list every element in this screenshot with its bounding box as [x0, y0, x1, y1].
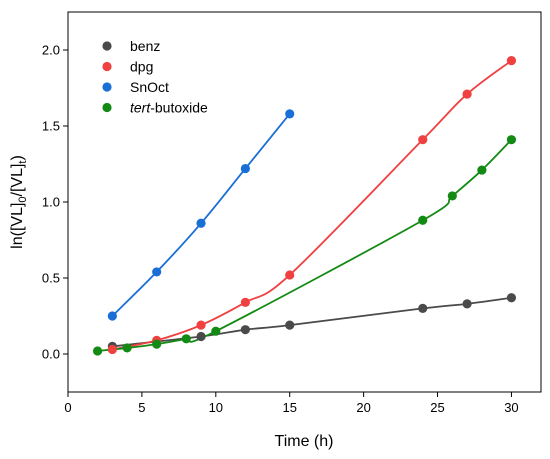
legend-marker-tert-butoxide: [102, 102, 112, 113]
data-point-benz: [240, 325, 250, 335]
x-tick-label: 10: [209, 400, 223, 415]
data-point-benz: [196, 331, 206, 342]
legend-marker-snoct: [102, 82, 112, 92]
data-point-tert-butoxide: [447, 191, 457, 201]
y-axis-title-mid: /[VL]: [9, 164, 26, 197]
legend-label-tert-butoxide: tert-butoxide: [130, 100, 208, 116]
y-axis-title: ln([VL]0/[VL]t): [9, 155, 29, 249]
y-tick-label: 1.0: [42, 195, 60, 210]
data-point-dpg: [506, 56, 517, 66]
x-tick-label: 5: [138, 400, 145, 415]
data-point-dpg: [107, 344, 117, 355]
data-point-snoct: [196, 218, 206, 228]
legend-label-rest: -butoxide: [150, 100, 208, 116]
x-axis-ticks: 0 5 10 15 20 25 30: [64, 392, 519, 415]
data-point-tert-butoxide: [122, 343, 132, 353]
legend-label-italic: tert: [130, 100, 151, 116]
y-axis-title-subt: t: [17, 160, 29, 163]
data-point-benz: [285, 320, 295, 330]
legend-label-benz: benz: [130, 38, 160, 54]
legend-label-dpg: dpg: [130, 59, 153, 75]
y-axis-title-sub0: 0: [17, 196, 29, 202]
data-point-tert-butoxide: [211, 326, 221, 336]
chart-legend: benz dpg SnOct tert-butoxide: [102, 38, 208, 116]
data-point-benz: [506, 293, 517, 303]
plot-marks: [92, 56, 517, 356]
x-tick-label: 30: [504, 400, 518, 415]
data-point-tert-butoxide: [477, 165, 487, 175]
series-line-dpg: [112, 59, 512, 351]
series-line-snoct: [111, 113, 291, 317]
x-axis-title: Time (h): [275, 433, 334, 450]
data-point-snoct: [285, 109, 295, 119]
x-tick-label: 20: [356, 400, 370, 415]
y-tick-label: 0.0: [42, 347, 60, 362]
y-tick-label: 0.5: [42, 271, 60, 286]
legend-marker-dpg: [102, 61, 112, 72]
data-point-dpg: [196, 320, 206, 330]
data-point-dpg: [285, 270, 295, 280]
data-point-benz: [418, 303, 428, 313]
data-point-snoct: [107, 311, 117, 321]
data-point-tert-butoxide: [418, 215, 428, 225]
series-line-tert-butoxide: [97, 139, 513, 352]
legend-label-snoct: SnOct: [130, 79, 169, 95]
data-point-benz: [462, 299, 472, 309]
y-axis-title-end: ): [9, 155, 26, 160]
x-tick-label: 25: [430, 400, 444, 415]
data-point-snoct: [152, 267, 162, 277]
series-line-benz: [112, 296, 512, 348]
x-tick-label: 15: [282, 400, 296, 415]
y-axis-title-main: ln([VL]: [9, 203, 26, 249]
data-point-tert-butoxide: [152, 339, 162, 349]
data-point-tert-butoxide: [92, 346, 103, 356]
y-tick-label: 1.5: [42, 119, 60, 134]
x-tick-label: 0: [64, 400, 71, 415]
data-point-dpg: [418, 135, 428, 145]
y-axis-ticks: 0.0 0.5 1.0 1.5 2.0: [42, 43, 68, 362]
data-point-snoct: [240, 163, 250, 174]
y-tick-label: 2.0: [42, 43, 60, 58]
data-point-dpg: [462, 89, 472, 99]
data-point-tert-butoxide: [506, 135, 517, 145]
data-point-dpg: [240, 297, 250, 307]
legend-marker-benz: [102, 41, 112, 51]
data-point-tert-butoxide: [181, 334, 191, 344]
